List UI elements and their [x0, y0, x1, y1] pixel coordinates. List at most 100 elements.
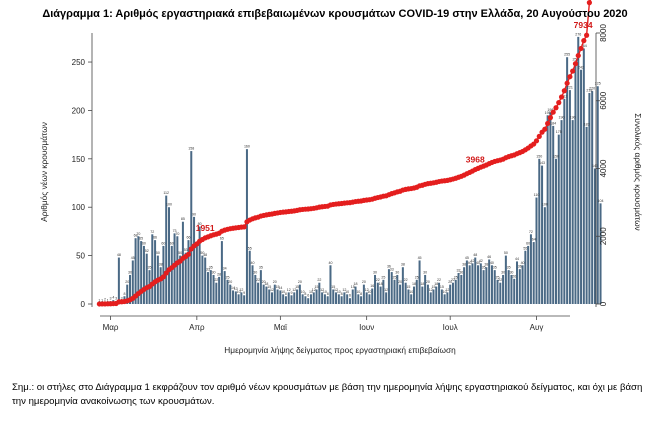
- bar-data-label: 8: [327, 292, 329, 296]
- bar: [301, 294, 304, 304]
- total-cases-point: [575, 52, 581, 59]
- bar-data-label: 20: [298, 280, 302, 284]
- bar: [229, 284, 232, 304]
- bar: [404, 282, 407, 304]
- bar-data-label: 1: [107, 299, 109, 303]
- bar: [538, 158, 541, 304]
- bar-data-label: 15: [267, 285, 271, 289]
- bar-data-label: 3: [121, 297, 123, 301]
- bar: [440, 289, 443, 304]
- bar: [287, 292, 290, 304]
- bar: [346, 294, 349, 304]
- bar-data-label: 10: [356, 290, 360, 294]
- bar: [154, 240, 157, 304]
- bar: [516, 261, 519, 304]
- bar-data-label: 30: [253, 270, 257, 274]
- total-cases-point: [536, 133, 542, 139]
- bar: [232, 290, 235, 304]
- bar: [574, 62, 577, 305]
- bar: [354, 286, 357, 304]
- bar: [181, 221, 184, 304]
- bar-data-label: 22: [437, 278, 441, 282]
- bar: [585, 126, 588, 304]
- bar-data-label: 66: [153, 236, 157, 240]
- bar: [535, 197, 538, 304]
- bar: [284, 296, 287, 304]
- bar-data-label: 190: [570, 116, 576, 120]
- bar: [412, 286, 415, 304]
- bar-data-label: 46: [487, 255, 491, 259]
- bar-data-label: 12: [270, 288, 274, 292]
- bar-data-label: 14: [278, 286, 282, 290]
- bar: [504, 255, 507, 304]
- x-axis-label: Ημερομηνία λήψης δείγματος προς εργαστηρ…: [224, 345, 456, 355]
- bar-data-label: 14: [231, 286, 235, 290]
- bar-data-label: 35: [148, 266, 152, 270]
- bar: [415, 279, 418, 304]
- total-cases-point: [241, 224, 247, 230]
- bar-data-label: 45: [131, 256, 135, 260]
- bar: [390, 272, 393, 304]
- bar-data-label: 3: [115, 297, 117, 301]
- bar-data-label: 10: [323, 290, 327, 294]
- bar-data-label: 8: [360, 292, 362, 296]
- bar-data-label: 72: [150, 230, 154, 234]
- bar: [340, 296, 343, 304]
- bar: [195, 245, 198, 304]
- bar-data-label: 85: [181, 217, 185, 221]
- total-cases-point: [547, 115, 554, 121]
- chart-title: Διάγραμμα 1: Αριθμός εργαστηριακά επιβεβ…: [42, 8, 628, 20]
- bar-data-label: 34: [223, 267, 227, 271]
- bar-data-label: 20: [362, 280, 366, 284]
- y-tick-label-right: 2000: [599, 227, 608, 245]
- bar: [479, 263, 482, 304]
- y-tick-label-left: 50: [76, 252, 85, 261]
- bar-data-label: 73: [173, 229, 177, 233]
- bar-data-label: 55: [523, 246, 527, 250]
- bar-data-label: 22: [451, 278, 455, 282]
- bar-data-label: 12: [445, 288, 449, 292]
- total-cases-point: [586, 0, 592, 6]
- bar: [443, 294, 446, 304]
- bar: [137, 236, 140, 304]
- bar-data-label: 10: [309, 290, 313, 294]
- bar-data-label: 90: [192, 212, 196, 216]
- bar-data-label: 195: [545, 111, 551, 115]
- bar: [276, 289, 279, 304]
- bar: [577, 36, 580, 304]
- bar: [293, 292, 296, 304]
- bar-data-label: 35: [507, 266, 511, 270]
- bar-data-label: 38: [159, 263, 163, 267]
- bar: [165, 195, 168, 304]
- y-axis-label-right: Συνολικός αριθμός κρουσμάτων: [633, 113, 643, 230]
- bar-data-label: 55: [248, 246, 252, 250]
- bar: [357, 294, 360, 304]
- bar: [376, 282, 379, 304]
- y-tick-label-left: 250: [72, 58, 86, 67]
- bar: [541, 165, 544, 304]
- bar-data-label: 12: [320, 288, 324, 292]
- bar-data-label: 48: [473, 253, 477, 257]
- bar: [237, 294, 240, 304]
- bar-data-label: 30: [395, 270, 399, 274]
- bar: [170, 245, 173, 304]
- bar: [568, 90, 571, 304]
- bar: [201, 255, 204, 304]
- bar: [312, 292, 315, 304]
- bar-data-label: 15: [315, 285, 319, 289]
- bar: [360, 296, 363, 304]
- total-cases-point: [556, 100, 562, 106]
- bar-data-label: 20: [448, 280, 452, 284]
- bar: [593, 168, 596, 304]
- bar-data-label: 22: [256, 278, 260, 282]
- x-tick-label: Αυγ: [530, 323, 544, 332]
- bar-data-label: 30: [459, 270, 463, 274]
- y-tick-label-left: 100: [72, 203, 86, 212]
- bar-data-label: 50: [200, 251, 204, 255]
- bar: [159, 267, 162, 304]
- bar-data-label: 40: [468, 261, 472, 265]
- bar: [510, 274, 513, 304]
- bar: [582, 48, 585, 304]
- bar-data-label: 32: [457, 269, 461, 273]
